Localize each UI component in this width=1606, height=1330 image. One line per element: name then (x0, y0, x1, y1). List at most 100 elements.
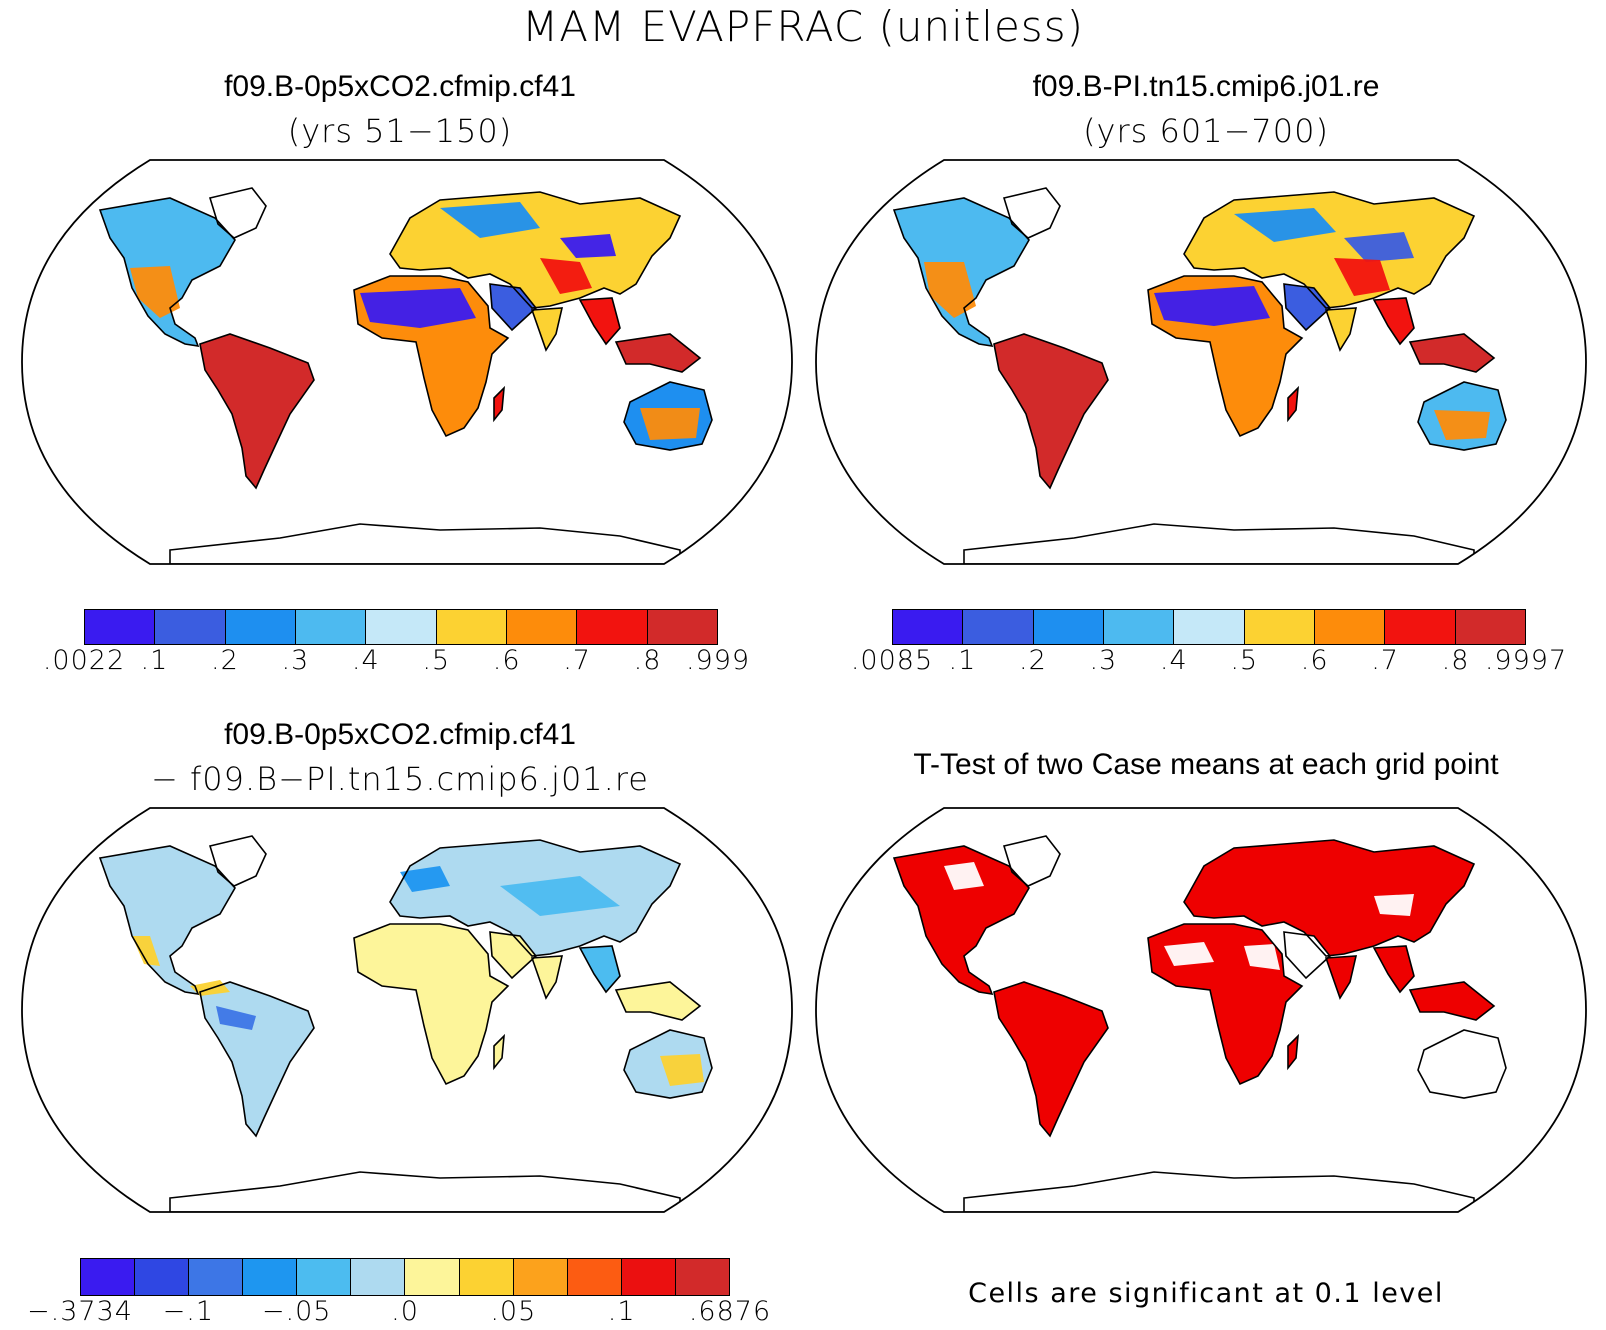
colorbar-tick-label: −.1 (162, 1296, 215, 1327)
colorbar-tick-label: .8 (1441, 645, 1470, 676)
arabia-coastline (489, 931, 538, 980)
greenland-coastline (1002, 835, 1061, 887)
colorbar-swatch (135, 1259, 190, 1295)
panel-3-colorbar: −.3734 −.1 −.05 .0 .05 .1 .6876 (27, 1258, 770, 1330)
field-region (440, 202, 540, 238)
europe-coastline (1183, 839, 1476, 957)
colorbar-swatch (366, 610, 437, 644)
field-region (1344, 232, 1414, 262)
map-frame (21, 159, 793, 565)
arabia-coastline (489, 283, 538, 332)
panel-2-map (815, 159, 1587, 565)
colorbar-tick-label: .3 (281, 645, 310, 676)
seasia-coastline (1372, 945, 1415, 994)
colorbar-swatch (1103, 610, 1175, 644)
greenland-landmass (210, 188, 266, 238)
australia-coastline (1417, 1029, 1507, 1099)
arabia-coastline (1283, 283, 1332, 332)
antarctica-coastline (963, 1171, 1475, 1212)
madagascar-coastline (493, 385, 505, 423)
india-coastline (1324, 955, 1358, 1000)
colorbar-swatch (1244, 610, 1315, 644)
indonesia-coastline (1408, 333, 1496, 373)
field-region (1374, 894, 1414, 916)
colorbar-tick-label: .7 (563, 645, 591, 676)
colorbar-swatch (459, 1259, 514, 1295)
colorbar-tick-label: .2 (1018, 645, 1047, 676)
samerica-coastline (199, 333, 315, 490)
field-region (660, 1054, 704, 1086)
greenland-coastline (208, 835, 267, 887)
australia-landmass (1418, 1030, 1506, 1098)
antarctica-landmass (964, 1172, 1474, 1212)
greenland-coastline (1002, 187, 1061, 239)
colorbar-swatch (1385, 610, 1456, 644)
colorbar-swatch (1033, 610, 1104, 644)
seasia-coastline (578, 297, 621, 346)
colorbar-tick-label: .6 (492, 645, 521, 676)
colorbar-swatch (893, 610, 964, 644)
colorbar-tick-label: .7 (1371, 645, 1399, 676)
colorbar-swatch (81, 1259, 136, 1295)
field-region (640, 408, 700, 440)
samerica-coastline (199, 981, 315, 1138)
colorbar-swatch (243, 1259, 298, 1295)
field-region (560, 234, 616, 258)
field-region (1234, 208, 1336, 242)
colorbar-tick-label: .0 (391, 1296, 419, 1327)
australia-coastline (1417, 381, 1507, 451)
field-region (130, 266, 180, 318)
significance-note: Cells are significant at 0.1 level (968, 1278, 1444, 1309)
colorbar-tick-label: .5 (1230, 645, 1259, 676)
antarctica-coastline (169, 1171, 681, 1212)
colorbar-tick-label: .6876 (688, 1296, 772, 1327)
india-coastline (1324, 307, 1358, 352)
map-frame (815, 807, 1587, 1213)
indonesia-landmass (1410, 334, 1494, 372)
australia-coastline (623, 381, 713, 451)
seasia-coastline (1372, 297, 1415, 346)
colorbar-swatch (295, 610, 367, 644)
field-region (1164, 942, 1214, 966)
europe-coastline (389, 191, 682, 309)
field-region (400, 866, 450, 892)
panel-4-title: T-Test of two Case means at each grid po… (913, 748, 1499, 781)
colorbar-swatch (189, 1259, 244, 1295)
panel-2-colorbar: .0085 .1 .2 .3 .4 .5 .6 .7 .8 .9997 (851, 609, 1566, 679)
colorbar-tick-label: .0085 (850, 645, 934, 676)
colorbar-swatch (405, 1259, 460, 1295)
colorbar-swatches (84, 609, 718, 645)
africa-coastline (1147, 923, 1304, 1086)
colorbar-swatch (513, 1259, 568, 1295)
colorbar-tick-label: .1 (948, 645, 977, 676)
field-region (216, 1006, 256, 1030)
antarctica-landmass (170, 1172, 680, 1212)
indonesia-coastline (1408, 981, 1496, 1021)
namerica-coastline (892, 845, 1030, 995)
europe-coastline (1183, 191, 1476, 309)
samerica-landmass (994, 982, 1108, 1136)
colorbar-swatch (85, 610, 156, 644)
panel-1-subtitle: (yrs 51−150) (287, 112, 513, 150)
samerica-landmass (994, 334, 1108, 488)
australia-coastline (623, 1029, 713, 1099)
colorbar-swatch (506, 610, 578, 644)
seasia-landmass (580, 946, 620, 992)
seasia-coastline (578, 945, 621, 994)
namerica-landmass (100, 846, 235, 994)
india-landmass (1326, 308, 1356, 350)
colorbar-tick-label: .4 (1159, 645, 1188, 676)
indonesia-landmass (616, 982, 700, 1020)
madagascar-coastline (1287, 385, 1299, 423)
colorbar-swatch (351, 1259, 406, 1295)
colorbar-tick-label: .1 (607, 1296, 636, 1327)
greenland-landmass (210, 836, 266, 886)
colorbar-ticks: −.3734 −.1 −.05 .0 .05 .1 .6876 (27, 1296, 770, 1330)
colorbar-swatch (1314, 610, 1386, 644)
seasia-landmass (1374, 946, 1414, 992)
samerica-landmass (200, 334, 314, 488)
colorbar-ticks: .0085 .1 .2 .3 .4 .5 .6 .7 .8 .9997 (851, 645, 1566, 679)
colorbar-tick-label: .6 (1300, 645, 1329, 676)
seasia-landmass (1374, 298, 1414, 344)
colorbar-swatch (436, 610, 507, 644)
